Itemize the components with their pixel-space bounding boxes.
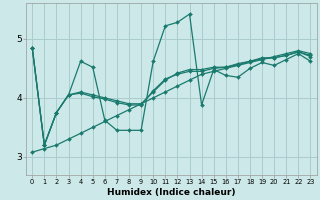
X-axis label: Humidex (Indice chaleur): Humidex (Indice chaleur) — [107, 188, 236, 197]
